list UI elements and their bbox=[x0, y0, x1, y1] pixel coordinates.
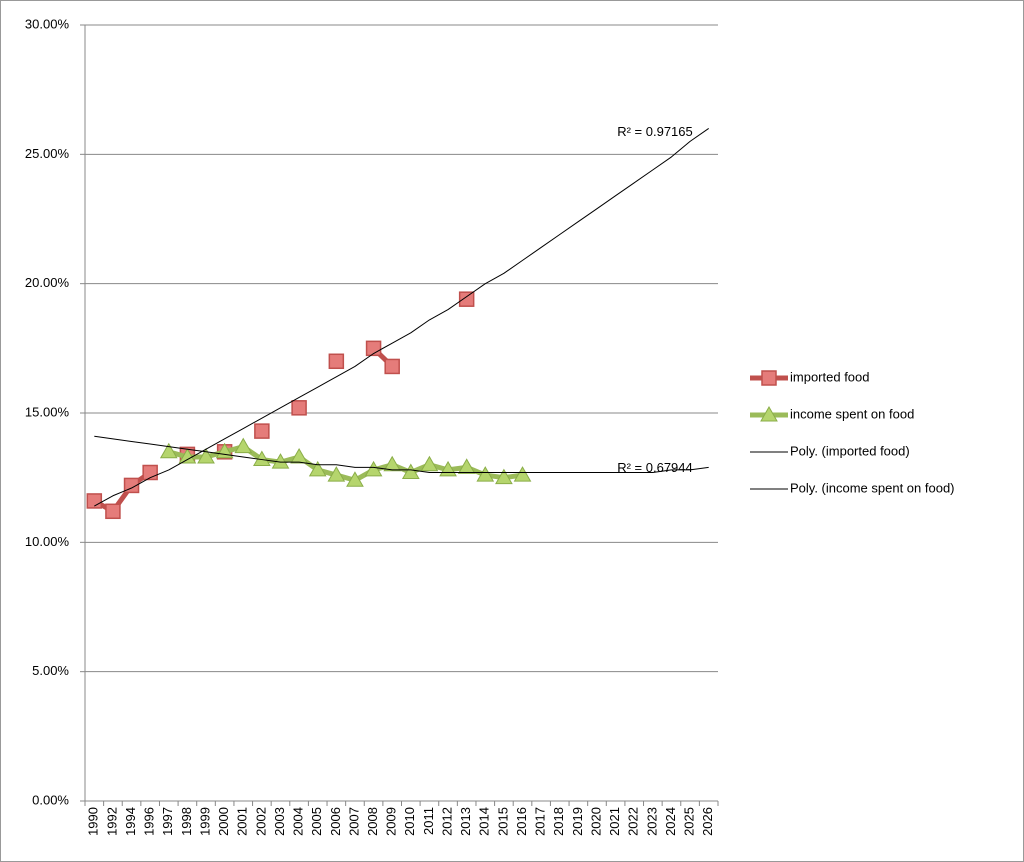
x-tick-label: 2021 bbox=[607, 807, 622, 836]
x-tick-label: 2012 bbox=[439, 807, 454, 836]
x-tick-label: 2023 bbox=[644, 807, 659, 836]
marker bbox=[291, 400, 307, 416]
marker bbox=[105, 503, 121, 520]
marker bbox=[346, 471, 364, 487]
x-tick-label: 2007 bbox=[346, 807, 361, 836]
legend-label: Poly. (imported food) bbox=[790, 443, 910, 458]
marker bbox=[197, 447, 215, 464]
x-tick-label: 2006 bbox=[328, 807, 343, 836]
y-tick-label: 20.00% bbox=[25, 275, 70, 290]
x-tick-label: 2011 bbox=[421, 807, 436, 835]
trendline bbox=[94, 128, 709, 507]
marker bbox=[364, 460, 383, 477]
x-tick-label: 2016 bbox=[514, 807, 529, 836]
x-tick-label: 2026 bbox=[700, 807, 715, 836]
x-tick-label: 2022 bbox=[626, 807, 641, 836]
x-tick-label: 2025 bbox=[682, 807, 697, 836]
marker bbox=[328, 353, 345, 370]
x-tick-label: 1992 bbox=[104, 807, 119, 836]
x-tick-label: 2001 bbox=[235, 807, 250, 836]
y-tick-label: 25.00% bbox=[25, 146, 70, 161]
marker bbox=[384, 358, 400, 375]
x-tick-label: 1990 bbox=[86, 807, 101, 836]
x-tick-label: 2017 bbox=[533, 807, 548, 836]
marker bbox=[383, 455, 402, 472]
marker bbox=[761, 370, 777, 386]
legend-label: imported food bbox=[790, 369, 870, 384]
marker bbox=[178, 447, 197, 464]
marker bbox=[513, 466, 532, 482]
x-tick-label: 1997 bbox=[160, 807, 175, 836]
x-tick-label: 2005 bbox=[309, 807, 324, 836]
marker bbox=[123, 477, 140, 494]
marker bbox=[458, 291, 475, 307]
x-tick-label: 2015 bbox=[495, 807, 510, 836]
marker bbox=[760, 405, 778, 422]
x-tick-label: 2004 bbox=[291, 807, 306, 836]
marker bbox=[476, 466, 495, 482]
x-tick-label: 2024 bbox=[663, 807, 678, 836]
marker bbox=[254, 423, 270, 439]
marker bbox=[234, 437, 253, 454]
legend-label: Poly. (income spent on food) bbox=[790, 480, 955, 495]
y-tick-label: 15.00% bbox=[25, 404, 70, 419]
x-tick-label: 1999 bbox=[197, 807, 212, 836]
x-tick-label: 1996 bbox=[142, 807, 157, 836]
annotation: R² = 0.97165 bbox=[617, 124, 693, 139]
series bbox=[94, 128, 709, 507]
y-tick-label: 0.00% bbox=[32, 792, 69, 807]
x-tick-label: 2010 bbox=[402, 807, 417, 836]
x-tick-label: 1998 bbox=[179, 807, 194, 836]
marker bbox=[308, 460, 327, 477]
y-tick-label: 5.00% bbox=[32, 663, 69, 678]
x-tick-label: 2009 bbox=[384, 807, 399, 836]
marker bbox=[290, 447, 308, 464]
x-tick-label: 2018 bbox=[551, 807, 566, 836]
marker bbox=[159, 442, 178, 459]
marker bbox=[495, 468, 513, 485]
marker bbox=[401, 463, 420, 479]
legend-label: income spent on food bbox=[790, 406, 914, 421]
y-tick-label: 10.00% bbox=[25, 534, 70, 549]
series bbox=[94, 435, 709, 473]
marker bbox=[457, 458, 476, 474]
x-tick-label: 2002 bbox=[253, 807, 268, 836]
y-tick-label: 30.00% bbox=[25, 16, 70, 31]
x-tick-label: 2019 bbox=[570, 807, 585, 836]
marker bbox=[420, 455, 439, 472]
x-tick-label: 1994 bbox=[123, 807, 138, 836]
marker bbox=[327, 466, 346, 482]
trendline bbox=[94, 435, 709, 473]
annotation: R² = 0.67944 bbox=[617, 460, 693, 475]
x-tick-label: 2003 bbox=[272, 807, 287, 836]
x-tick-label: 2000 bbox=[216, 807, 231, 836]
x-tick-label: 2020 bbox=[588, 807, 603, 836]
x-tick-label: 2008 bbox=[365, 807, 380, 836]
x-tick-label: 2014 bbox=[477, 807, 492, 836]
x-tick-label: 2013 bbox=[458, 807, 473, 836]
